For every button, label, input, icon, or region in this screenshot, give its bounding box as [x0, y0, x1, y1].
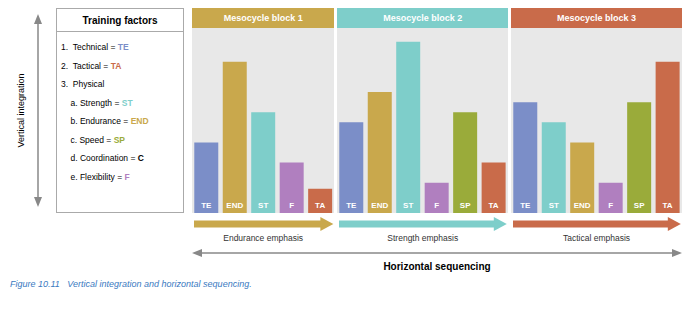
svg-text:F: F — [289, 201, 294, 210]
svg-text:F: F — [435, 201, 440, 210]
html-text:Horizontal sequencing: Horizontal sequencing — [383, 261, 491, 272]
svg-text:SP: SP — [634, 201, 645, 210]
html-text:Strength emphasis: Strength emphasis — [387, 233, 459, 243]
svg-text:END: END — [574, 201, 591, 210]
html-text:d. Coordination = C: d. Coordination = C — [61, 153, 144, 163]
svg-text:F: F — [608, 201, 613, 210]
svg-text:END: END — [226, 201, 243, 210]
svg-text:ST: ST — [403, 201, 413, 210]
svg-text:TA: TA — [315, 201, 325, 210]
html-text:Mesocycle block 1: Mesocycle block 1 — [223, 13, 303, 23]
html-text:1. Technical = TE: 1. Technical = TE — [61, 42, 129, 52]
svg-text:TA: TA — [663, 201, 673, 210]
html-text:b. Endurance = END: b. Endurance = END — [61, 116, 149, 126]
svg-text:ST: ST — [258, 201, 268, 210]
html-text:a. Strength = ST: a. Strength = ST — [61, 97, 133, 108]
html-text:3. Physical: 3. Physical — [61, 79, 105, 89]
svg-text:TA: TA — [489, 201, 499, 210]
svg-text:Vertical integration: Vertical integration — [16, 73, 26, 147]
html-text:Mesocycle block 2: Mesocycle block 2 — [383, 13, 463, 23]
svg-text:TE: TE — [347, 201, 358, 210]
svg-text:SP: SP — [460, 201, 471, 210]
html-text:Figure 10.11 Vertical integrat: Figure 10.11 Vertical integration and ho… — [10, 279, 252, 289]
svg-text:ST: ST — [549, 201, 559, 210]
html-text:Tactical emphasis: Tactical emphasis — [563, 233, 631, 243]
svg-text:END: END — [372, 201, 389, 210]
html-text:Training factors: Training factors — [82, 15, 158, 26]
html-text:Endurance emphasis: Endurance emphasis — [223, 233, 304, 243]
html-text:c. Speed = SP: c. Speed = SP — [61, 134, 125, 145]
svg-text:TE: TE — [201, 201, 212, 210]
html-text:e. Flexibility = F: e. Flexibility = F — [61, 171, 130, 182]
html-text:Mesocycle block 3: Mesocycle block 3 — [557, 13, 637, 23]
svg-text:TE: TE — [520, 201, 531, 210]
html-text:2. Tactical = TA: 2. Tactical = TA — [61, 60, 122, 71]
